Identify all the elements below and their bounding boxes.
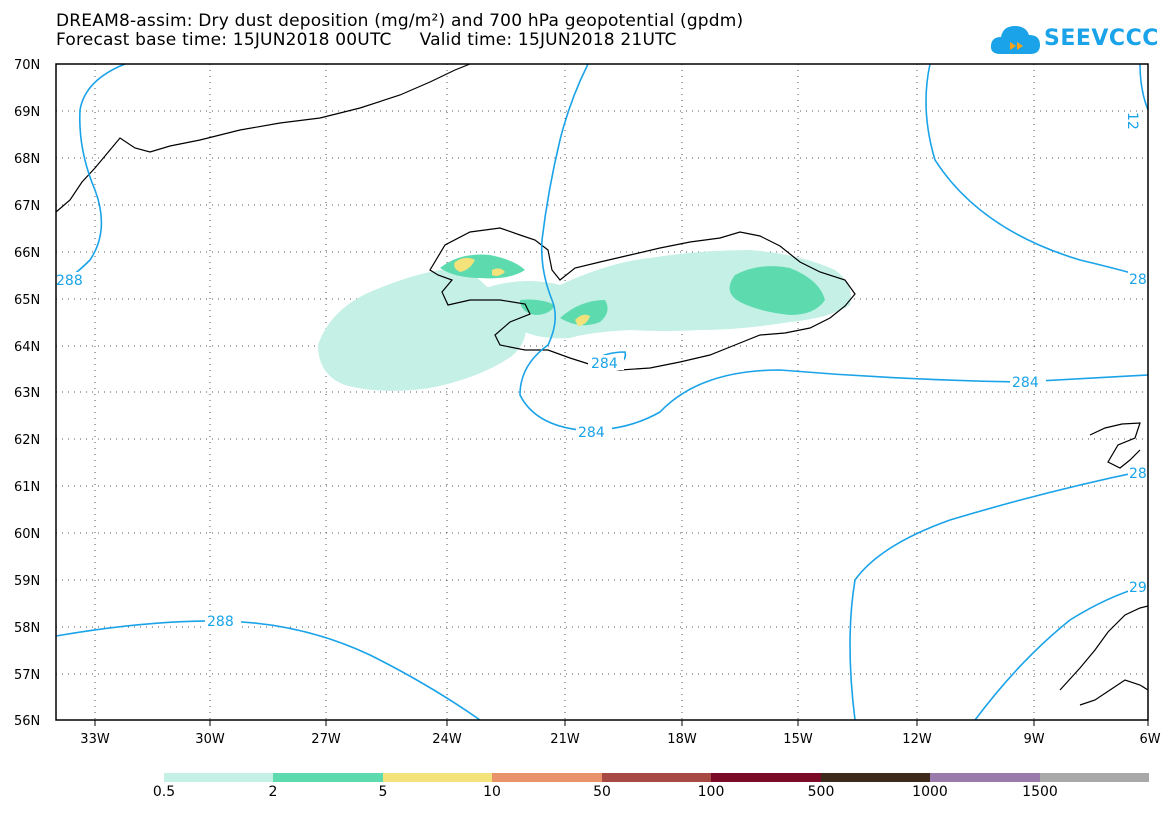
legend-swatch	[1039, 773, 1149, 782]
legend-swatch	[711, 773, 821, 782]
lon-label: 9W	[1023, 732, 1044, 747]
contour-labels: 288 288 284 284 284 28 28 29 12	[56, 112, 1148, 630]
legend-label: 50	[593, 784, 611, 800]
lon-label: 6W	[1139, 732, 1160, 747]
lon-label: 21W	[550, 732, 580, 747]
lat-label: 67N	[14, 199, 40, 214]
legend-label: 1000	[912, 784, 948, 800]
contour-label: 28	[1129, 272, 1147, 288]
legend-label: 100	[697, 784, 725, 800]
legend-label: 5	[378, 784, 388, 800]
contour-label: 284	[578, 425, 605, 441]
legend-label: 10	[483, 784, 501, 800]
lon-label: 18W	[667, 732, 697, 747]
lat-label: 59N	[14, 574, 40, 589]
contour-label: 12	[1124, 112, 1140, 130]
lat-label: 62N	[14, 433, 40, 448]
lat-label: 69N	[14, 105, 40, 120]
tick-marks	[94, 720, 1149, 726]
map-title: DREAM8-assim: Dry dust deposition (mg/m²…	[56, 11, 744, 31]
lat-label: 63N	[14, 386, 40, 401]
legend-label: 2	[268, 784, 278, 800]
lon-label: 30W	[195, 732, 225, 747]
contour-label: 28	[1129, 466, 1147, 482]
lat-label: 65N	[14, 293, 40, 308]
contour-label: 29	[1129, 580, 1147, 596]
legend-swatch	[164, 773, 274, 782]
contour-label: 284	[1012, 375, 1039, 391]
latitude-labels: 70N 69N 68N 67N 66N 65N 64N 63N 62N 61N …	[14, 58, 40, 729]
legend-swatch	[930, 773, 1040, 782]
lat-label: 68N	[14, 152, 40, 167]
legend-swatch	[273, 773, 383, 782]
contour-label: 284	[591, 356, 618, 372]
legend-swatch	[601, 773, 712, 782]
lat-label: 60N	[14, 527, 40, 542]
contour-label: 288	[207, 614, 234, 630]
color-legend	[164, 773, 1149, 782]
lon-label: 12W	[902, 732, 932, 747]
lat-label: 70N	[14, 58, 40, 73]
map-subtitle: Forecast base time: 15JUN2018 00UTC Vali…	[56, 30, 677, 50]
map-frame	[55, 63, 1149, 721]
lat-label: 58N	[14, 621, 40, 636]
lon-label: 27W	[311, 732, 341, 747]
seevccc-logo: SEEVCCC	[988, 20, 1158, 62]
lon-label: 33W	[80, 732, 110, 747]
legend-label: 0.5	[152, 784, 176, 800]
legend-swatch	[492, 773, 602, 782]
lon-label: 24W	[432, 732, 462, 747]
legend-swatch	[382, 773, 493, 782]
coastlines	[55, 63, 1149, 706]
cloud-icon	[990, 26, 1040, 54]
lat-label: 61N	[14, 480, 40, 495]
lat-label: 64N	[14, 340, 40, 355]
lat-label: 57N	[14, 668, 40, 683]
lat-label: 56N	[14, 714, 40, 729]
legend-label: 1500	[1022, 784, 1058, 800]
legend-swatch	[820, 773, 931, 782]
contour-label: 288	[56, 273, 83, 289]
lon-label: 15W	[783, 732, 813, 747]
lat-label: 66N	[14, 246, 40, 261]
longitude-labels: 33W 30W 27W 24W 21W 18W 15W 12W 9W 6W	[80, 732, 1160, 747]
geopotential-contours	[55, 63, 1149, 721]
logo-text: SEEVCCC	[1044, 26, 1159, 51]
legend-label: 500	[807, 784, 835, 800]
